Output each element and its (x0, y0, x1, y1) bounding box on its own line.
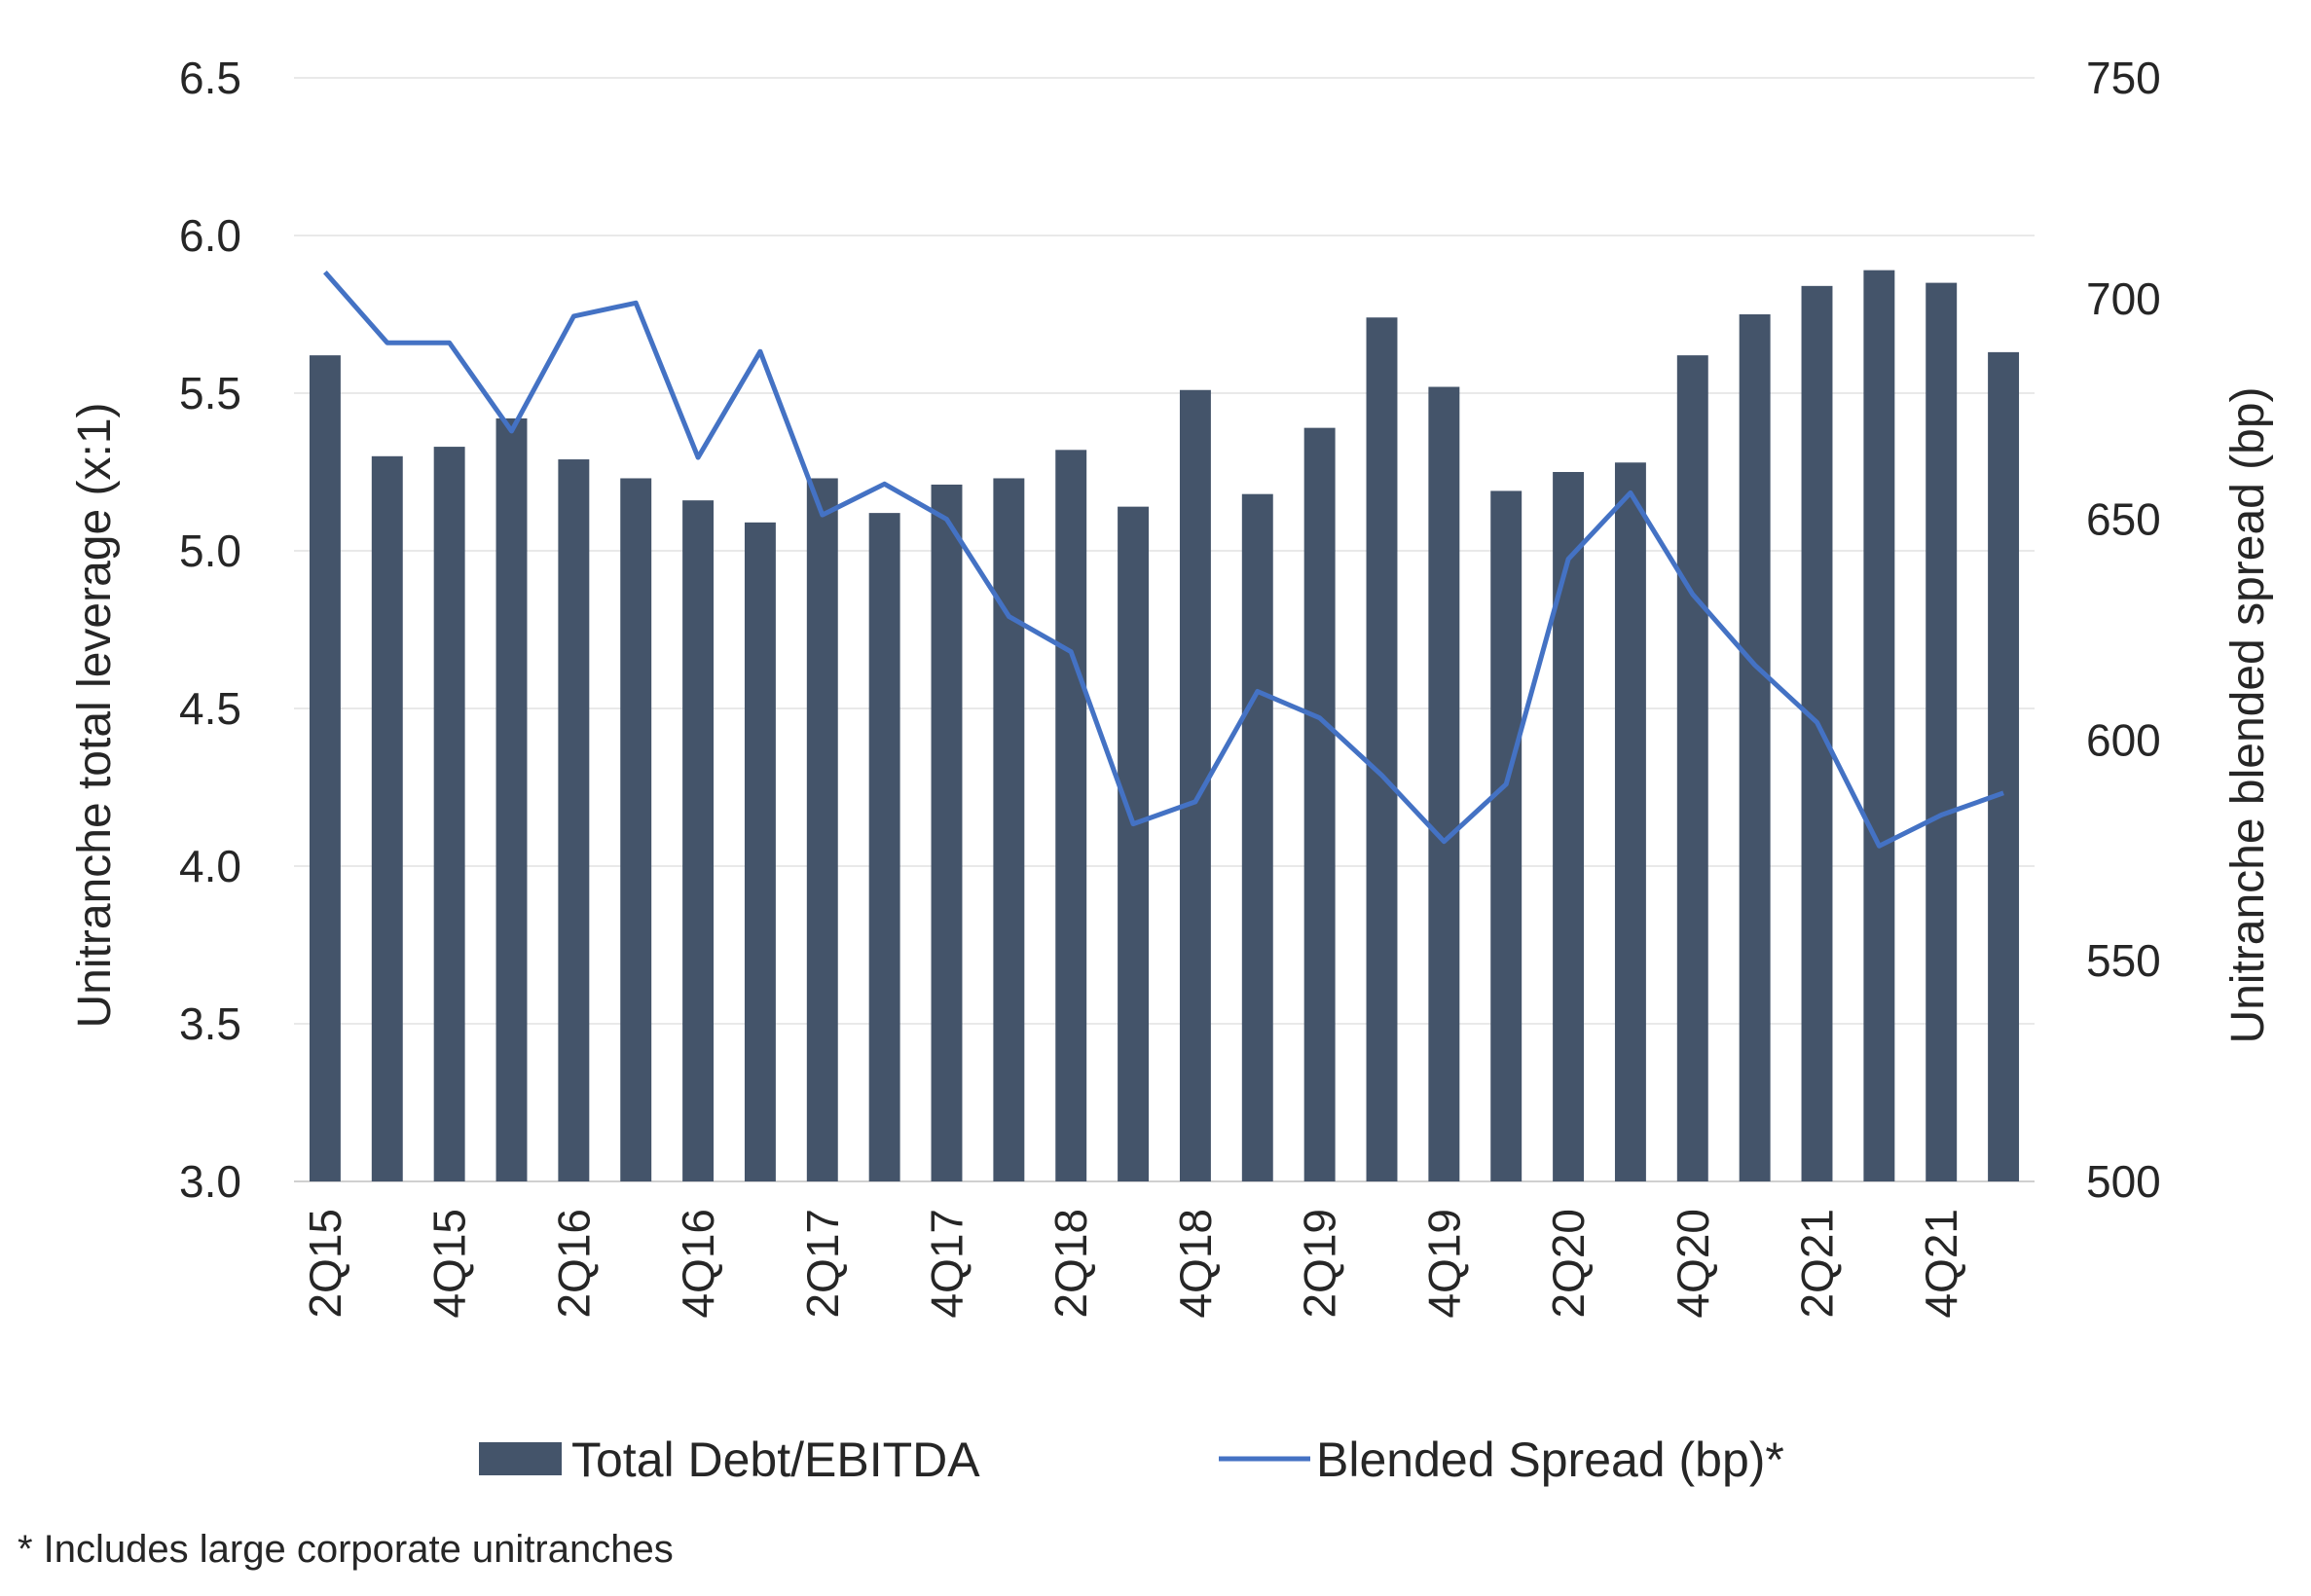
left-tick-label: 3.5 (179, 998, 241, 1049)
x-tick-label: 4Q20 (1668, 1209, 1718, 1319)
x-tick-label: 2Q15 (300, 1209, 350, 1319)
bar-4Q15 (433, 447, 465, 1182)
line-series (323, 270, 2004, 849)
x-tick-label: 4Q18 (1170, 1209, 1221, 1319)
legend-bar-swatch (479, 1442, 562, 1475)
x-tick-label: 2Q16 (548, 1209, 599, 1319)
bar-2Q20 (1553, 472, 1585, 1181)
left-tick-label: 5.5 (179, 368, 241, 418)
bar-1Q16 (495, 417, 528, 1181)
x-tick-label: 2Q19 (1295, 1209, 1345, 1319)
right-tick-label: 700 (2086, 273, 2161, 324)
bar-3Q19 (1366, 317, 1398, 1181)
bar-2Q15 (309, 355, 341, 1181)
bar-1Q18 (993, 478, 1025, 1182)
bar-4Q17 (931, 484, 963, 1182)
bar-2Q17 (806, 478, 838, 1182)
right-tick-label: 750 (2086, 53, 2161, 103)
bar-3Q15 (371, 455, 403, 1181)
right-tick-label: 500 (2086, 1156, 2161, 1207)
bar-4Q21 (1926, 282, 1958, 1182)
x-tick-label: 2Q20 (1543, 1209, 1594, 1319)
bar-1Q20 (1490, 490, 1522, 1181)
x-tick-label: 4Q15 (424, 1209, 475, 1319)
right-axis-title: Unitranche blended spread (bp) (2222, 386, 2274, 1043)
x-tick-label: 4Q19 (1418, 1209, 1469, 1319)
bar-1Q19 (1241, 493, 1273, 1181)
bar-3Q20 (1614, 462, 1646, 1181)
footnote: * Includes large corporate unitranches (18, 1528, 674, 1571)
left-tick-label: 6.0 (179, 210, 241, 261)
right-tick-label: 600 (2086, 714, 2161, 765)
gridlines (294, 77, 2035, 1182)
bar-1Q21 (1739, 314, 1771, 1181)
left-tick-label: 6.5 (179, 53, 241, 103)
x-tick-label: 2Q17 (797, 1209, 848, 1319)
bar-series (309, 270, 2020, 1182)
left-tick-label: 5.0 (179, 526, 241, 576)
left-tick-label: 4.0 (179, 841, 241, 891)
right-tick-label: 650 (2086, 494, 2161, 545)
left-axis-ticks: 3.0 3.5 4.0 4.5 5.0 5.5 6.0 6.5 (179, 53, 241, 1207)
left-tick-label: 4.5 (179, 683, 241, 734)
x-tick-label: 2Q21 (1792, 1209, 1843, 1319)
bar-3Q21 (1863, 270, 1895, 1181)
bar-3Q16 (620, 478, 652, 1182)
legend: Total Debt/EBITDA Blended Spread (bp)* (479, 1433, 1784, 1487)
x-tick-label: 4Q21 (1916, 1209, 1966, 1319)
bar-3Q17 (868, 513, 900, 1181)
bar-2Q16 (558, 459, 590, 1181)
right-tick-label: 550 (2086, 935, 2161, 986)
bar-4Q16 (682, 500, 715, 1181)
bar-4Q20 (1676, 355, 1708, 1181)
x-tick-label: 4Q16 (673, 1209, 723, 1319)
bar-2Q18 (1055, 450, 1087, 1181)
left-tick-label: 3.0 (179, 1156, 241, 1207)
bar-2Q19 (1303, 427, 1336, 1181)
right-axis-ticks: 500 550 600 650 700 750 (2086, 53, 2161, 1207)
bar-3Q18 (1118, 506, 1150, 1181)
x-axis-ticks: 2Q15 4Q15 2Q16 4Q16 2Q17 4Q17 2Q18 4Q18 2Q19 4Q19… (300, 1209, 1966, 1319)
x-tick-label: 4Q17 (922, 1209, 972, 1319)
left-axis-title: Unitranche total leverage (x:1) (69, 403, 121, 1029)
bar-4Q19 (1428, 386, 1460, 1181)
bar-1Q17 (744, 522, 776, 1181)
legend-bar-label: Total Debt/EBITDA (571, 1433, 980, 1487)
legend-line-label: Blended Spread (bp)* (1316, 1433, 1784, 1487)
bar-1Q22 (1988, 351, 2020, 1181)
spread-line (323, 270, 2004, 849)
x-tick-label: 2Q18 (1045, 1209, 1096, 1319)
bar-2Q21 (1801, 285, 1833, 1182)
